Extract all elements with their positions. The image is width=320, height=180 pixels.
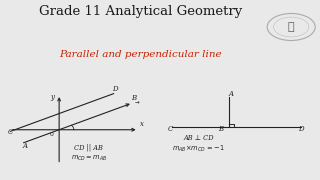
Text: Grade 11 Analytical Geometry: Grade 11 Analytical Geometry: [39, 5, 243, 18]
Text: x: x: [140, 120, 144, 128]
Text: ⚿: ⚿: [288, 22, 294, 32]
Text: D: D: [112, 85, 118, 93]
Text: A: A: [229, 90, 234, 98]
Text: →: →: [134, 100, 139, 105]
Text: y: y: [51, 93, 55, 101]
Text: $m_{CD}=m_{AB}$: $m_{CD}=m_{AB}$: [71, 154, 107, 163]
Text: B: B: [131, 94, 136, 102]
Text: Parallel and perpendicular line: Parallel and perpendicular line: [60, 50, 222, 59]
Text: AB ⊥ CD: AB ⊥ CD: [183, 134, 214, 142]
Text: C: C: [8, 128, 13, 136]
Text: $m_{AB}$$\times$$m_{CD}$ = −1: $m_{AB}$$\times$$m_{CD}$ = −1: [172, 143, 225, 154]
Text: 0: 0: [49, 132, 53, 137]
Text: D: D: [298, 125, 304, 133]
Text: A: A: [22, 142, 27, 150]
Text: CD || AB: CD || AB: [74, 144, 103, 152]
Text: C: C: [168, 125, 173, 133]
Text: B: B: [218, 125, 223, 133]
